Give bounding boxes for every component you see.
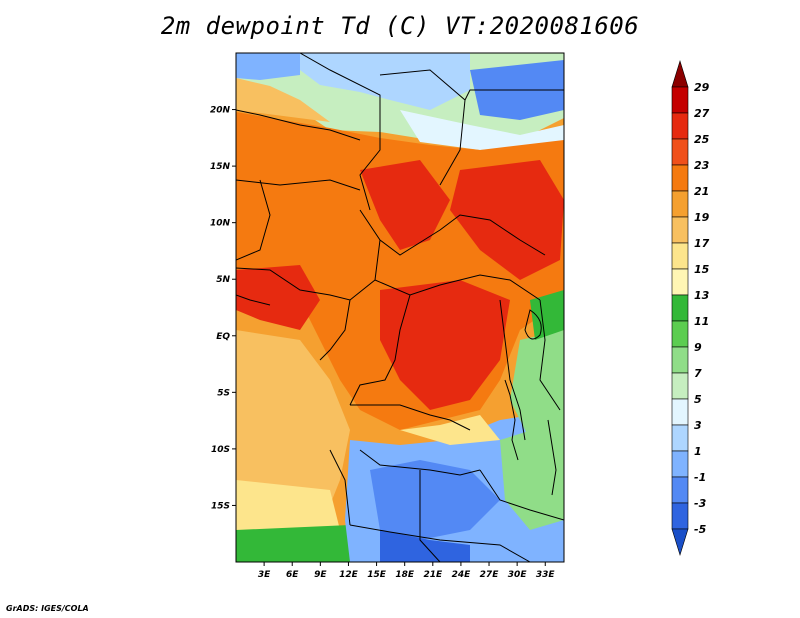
colorbar-level-label: 17 [694,237,710,250]
colorbar-level-label: 9 [694,341,702,354]
colorbar-swatch [671,398,689,426]
lat-tick-label: 15N [210,162,231,172]
lon-tick-label: 27E [480,570,500,580]
lon-tick-label: 15E [367,570,387,580]
colorbar-level-label: -3 [694,497,707,510]
colorbar-level-label: 19 [694,211,710,224]
lat-tick-label: 20N [210,106,231,116]
lat-tick-label: 10S [211,445,230,455]
colorbar-swatch [671,372,689,400]
colorbar-swatch [671,320,689,348]
colorbar-level-label: 23 [694,159,710,172]
colorbar-swatch [671,138,689,166]
colorbar-level-label: 7 [694,367,702,380]
lon-tick-label: 9E [314,570,327,580]
longitude-axis: 3E 6E 9E 12E 15E 18E 21E 24E 27E 30E 33E [258,562,556,580]
colorbar-swatch [671,86,689,114]
colorbar-swatch [671,294,689,322]
latitude-axis: 20N 15N 10N 5N EQ 5S 10S 15S [210,106,236,511]
colorbar-level-label: 27 [694,107,710,120]
lon-tick-label: 33E [536,570,556,580]
colorbar-swatch [671,242,689,270]
colorbar-level-label: 3 [694,419,702,432]
colorbar-level-label: 5 [694,393,702,406]
colorbar-level-label: 21 [694,185,709,198]
footer-credit: GrADS: IGES/COLA [6,604,89,613]
lake-outlines [504,309,557,496]
colorbar-swatch [671,424,689,452]
colorbar-level-label: 13 [694,289,710,302]
colorbar-swatch [671,502,689,530]
colorbar-level-label: -1 [694,471,706,484]
colorbar-level-label: 29 [694,81,710,94]
map-title: 2m dewpoint Td (C) VT:2020081606 [160,12,640,40]
colorbar-level-label: -5 [694,523,707,536]
colorbar-level-label: 25 [694,133,710,146]
colorbar-swatch [671,346,689,374]
colorbar-swatch [671,112,689,140]
colorbar-swatch [671,450,689,478]
colorbar-swatch [671,190,689,218]
colorbar-level-label: 15 [694,263,710,276]
lon-tick-label: 30E [508,570,528,580]
colorbar-level-label: 1 [694,445,702,458]
lat-tick-label: 10N [210,219,231,229]
country-borders [236,53,564,562]
lat-tick-label: 15S [211,501,230,511]
colorbar-swatch [671,476,689,504]
colorbar-swatch [671,216,689,244]
dewpoint-field [236,53,564,562]
colorbar-bottom-arrow [671,528,689,557]
lon-tick-label: 12E [339,570,359,580]
colorbar: 29 27 25 23 21 19 17 15 13 11 9 7 5 3 1 -1 -3 -5 [671,59,710,557]
lon-tick-label: 24E [452,570,472,580]
lon-tick-label: 6E [286,570,299,580]
colorbar-top-arrow [671,59,689,88]
lat-tick-label: 5S [217,388,230,398]
colorbar-swatch [671,164,689,192]
lon-tick-label: 3E [258,570,271,580]
lat-tick-label: EQ [216,332,230,342]
lon-tick-label: 21E [423,570,443,580]
lon-tick-label: 18E [395,570,415,580]
lat-tick-label: 5N [216,275,230,285]
colorbar-swatch [671,268,689,296]
map-frame [235,52,565,563]
colorbar-level-label: 11 [694,315,709,328]
